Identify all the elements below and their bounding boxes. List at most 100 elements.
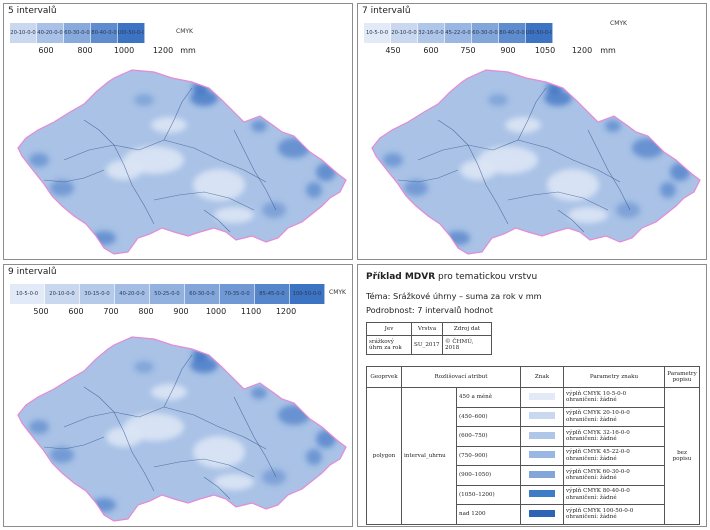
river-line bbox=[113, 411, 155, 492]
table-row: polygon interval_uhrnu 450 a méně výplň CMY… bbox=[366, 387, 700, 525]
legend-tick: mm bbox=[180, 46, 196, 55]
map-panel-9-intervals: 9 intervalů 10-5-0-0 20-10-0-0 30-15-0-0 40… bbox=[3, 264, 353, 527]
cell-interval: (900–1050) bbox=[456, 465, 521, 486]
outline-param: ohraničení: žádné bbox=[566, 416, 617, 423]
legend-tick: 600 bbox=[38, 46, 54, 55]
cell-parametry: výplň CMYK 80-40-0-0 ohraničení: žádné bbox=[563, 484, 665, 505]
river-line bbox=[163, 354, 193, 408]
map-fill bbox=[372, 70, 700, 254]
legend-swatch: 10-5-0-0 bbox=[10, 284, 45, 304]
river-line bbox=[203, 209, 231, 233]
info-title-bold: Příklad MDVR bbox=[366, 272, 436, 282]
mdvr-info-panel: Příklad MDVR pro tematickou vrstvu Téma:… bbox=[357, 264, 707, 527]
cell-vrstva: SU_2017 bbox=[411, 335, 443, 355]
country-border bbox=[17, 69, 347, 255]
table-row: (750–900) výplň CMYK 45-22-0-0 ohraničení:… bbox=[367, 445, 700, 466]
legend-tick: 500 bbox=[33, 307, 49, 316]
legend-tick: 700 bbox=[103, 307, 119, 316]
river-line bbox=[83, 386, 115, 413]
info-podrobnost: Podrobnost: 7 intervalů hodnot bbox=[366, 305, 493, 315]
fill-param: výplň CMYK 32-16-0-0 bbox=[566, 429, 630, 436]
cell-interval: nad 1200 bbox=[456, 504, 521, 525]
fill-param: výplň CMYK 45-22-0-0 bbox=[566, 449, 630, 456]
legend-swatch: 85-45-0-0 bbox=[255, 284, 290, 304]
outline-param: ohraničení: žádné bbox=[566, 475, 617, 482]
table-row: (900–1050) výplň CMYK 60-30-0-0 ohraničení… bbox=[367, 465, 700, 486]
legend-swatch: 70-35-0-0 bbox=[220, 284, 255, 304]
table-row: nad 1200 výplň CMYK 100-50-0-0 ohraničení:… bbox=[367, 504, 700, 525]
country-border bbox=[17, 336, 347, 522]
legend-bar: 10-5-0-0 20-10-0-0 32-16-0-0 45-22-0-0 60-30… bbox=[364, 23, 553, 43]
cell-geoprvek: polygon bbox=[366, 387, 402, 525]
col-parametry-znaku: Parametry znaku bbox=[563, 366, 665, 388]
cell-znak bbox=[520, 426, 564, 447]
panel-title: 9 intervalů bbox=[8, 267, 57, 277]
layer-table: Jev Vrstva Zdroj dat srážkový úhrn za ro… bbox=[366, 322, 492, 355]
czech-map bbox=[371, 69, 701, 255]
legend-tick: 600 bbox=[423, 46, 439, 55]
legend-swatch: 40-20-0-0 bbox=[37, 23, 64, 43]
cell-interval: (750–900) bbox=[456, 445, 521, 466]
col-zdroj: Zdroj dat bbox=[442, 322, 492, 336]
col-geoprvek: Geoprvek bbox=[366, 366, 402, 388]
river-line bbox=[153, 191, 255, 211]
cell-parametry: výplň CMYK 10-5-0-0 ohraničení: žádné bbox=[563, 387, 665, 408]
river-line bbox=[587, 129, 631, 211]
legend-tick: 1200 bbox=[152, 46, 174, 55]
cell-popis: bez popisu bbox=[664, 387, 700, 525]
legend-tick: 600 bbox=[68, 307, 84, 316]
cell-znak bbox=[520, 387, 564, 408]
cell-parametry: výplň CMYK 45-22-0-0 ohraničení: žádné bbox=[563, 445, 665, 466]
cell-znak bbox=[520, 465, 564, 486]
river-line bbox=[203, 476, 231, 500]
river-line bbox=[557, 209, 585, 233]
river-line bbox=[113, 144, 155, 225]
symbology-table: Geoprvek Rozlišovací atribut Znak Parame… bbox=[366, 366, 700, 525]
legend-swatch: 40-20-0-0 bbox=[115, 284, 150, 304]
river-line bbox=[437, 119, 469, 146]
symbol-swatch bbox=[529, 490, 555, 498]
czech-map bbox=[17, 69, 347, 255]
legend-swatch: 30-15-0-0 bbox=[80, 284, 115, 304]
legend-swatch: 100-50-0-0 bbox=[118, 23, 145, 43]
col-znak: Znak bbox=[520, 366, 564, 388]
legend-tick: 1000 bbox=[113, 46, 135, 55]
legend-tick: mm bbox=[600, 46, 616, 55]
river-line bbox=[163, 406, 267, 450]
legend-tick: 1000 bbox=[205, 307, 227, 316]
river-line bbox=[43, 436, 105, 450]
cell-znak bbox=[520, 504, 564, 525]
legend-tick: 900 bbox=[500, 46, 516, 55]
legend-swatch: 100-50-0-0 bbox=[290, 284, 325, 304]
river-line bbox=[233, 129, 277, 211]
cell-parametry: výplň CMYK 100-50-0-0 ohraničení: žádné bbox=[563, 504, 665, 525]
legend-tick: 750 bbox=[460, 46, 476, 55]
map-fill bbox=[18, 337, 346, 521]
fill-param: výplň CMYK 100-50-0-0 bbox=[566, 507, 634, 514]
legend-bar: 10-5-0-0 20-10-0-0 30-15-0-0 40-20-0-0 50-25… bbox=[10, 284, 325, 304]
cell-atribut: interval_uhrnu bbox=[401, 387, 457, 525]
col-jev: Jev bbox=[366, 322, 412, 336]
info-title-rest: pro tematickou vrstvu bbox=[435, 272, 538, 282]
symbol-swatch bbox=[529, 431, 555, 439]
legend-swatch: 45-22-0-0 bbox=[445, 23, 472, 43]
legend-swatch: 20-10-0-0 bbox=[45, 284, 80, 304]
panel-title: 7 intervalů bbox=[362, 6, 411, 16]
legend-swatch: 20-10-0-0 bbox=[391, 23, 418, 43]
panel-title: 5 intervalů bbox=[8, 6, 57, 16]
table-row: (1050–1200) výplň CMYK 80-40-0-0 ohraničen… bbox=[367, 484, 700, 505]
cell-znak bbox=[520, 445, 564, 466]
river-line bbox=[233, 396, 277, 478]
legend-tick: 800 bbox=[138, 307, 154, 316]
river-line bbox=[507, 191, 609, 211]
outline-param: ohraničení: žádné bbox=[566, 514, 617, 521]
river-line bbox=[43, 169, 105, 183]
info-title: Příklad MDVR pro tematickou vrstvu bbox=[366, 272, 537, 282]
cell-zdroj: © ČHMÚ, 2018 bbox=[442, 335, 492, 355]
fill-param: výplň CMYK 80-40-0-0 bbox=[566, 488, 630, 495]
outline-param: ohraničení: žádné bbox=[566, 436, 617, 443]
outline-param: ohraničení: žádné bbox=[566, 397, 617, 404]
legend-swatch: 60-30-0-0 bbox=[64, 23, 91, 43]
legend-cmyk-label: CMYK bbox=[329, 289, 346, 296]
river-line bbox=[83, 119, 115, 146]
